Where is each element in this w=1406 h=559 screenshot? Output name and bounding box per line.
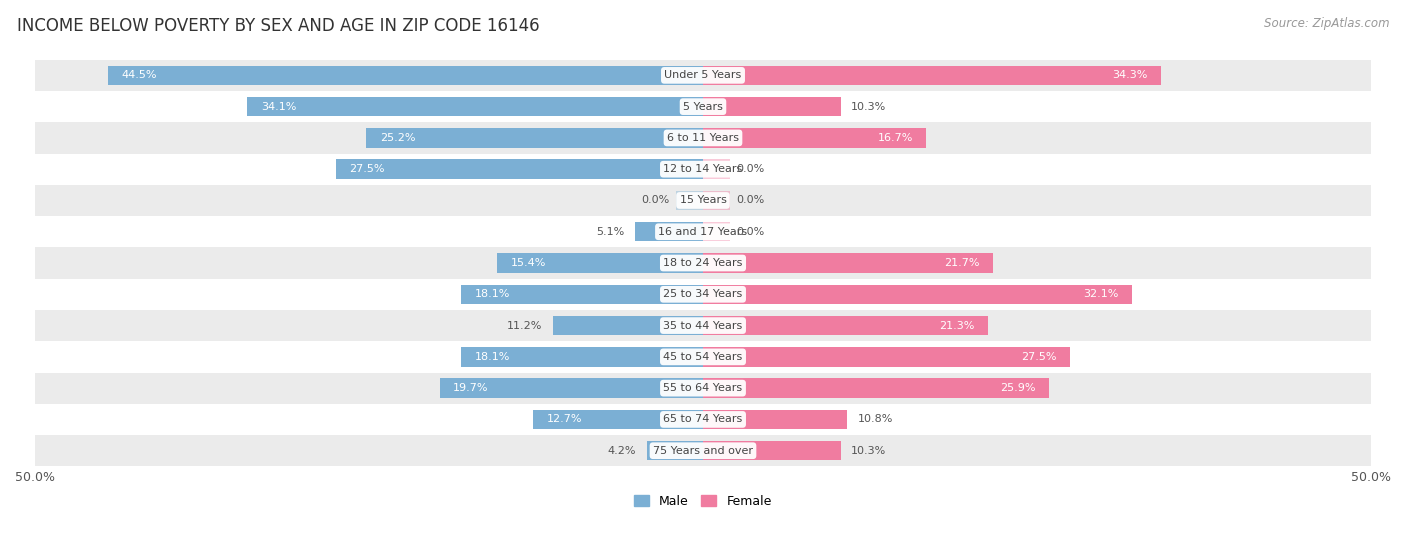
Text: 18.1%: 18.1% <box>475 290 510 299</box>
Text: 34.3%: 34.3% <box>1112 70 1147 80</box>
Bar <box>703 347 1070 367</box>
Text: 21.7%: 21.7% <box>943 258 980 268</box>
Bar <box>35 248 1371 279</box>
Bar <box>498 253 703 273</box>
Text: 15 Years: 15 Years <box>679 196 727 206</box>
Text: 55 to 64 Years: 55 to 64 Years <box>664 383 742 393</box>
Bar <box>703 441 841 461</box>
Bar <box>35 372 1371 404</box>
Bar <box>533 410 703 429</box>
Bar <box>35 60 1371 91</box>
Bar <box>676 191 703 210</box>
Bar <box>35 216 1371 248</box>
Bar <box>461 285 703 304</box>
Text: 10.8%: 10.8% <box>858 414 893 424</box>
Text: 12.7%: 12.7% <box>547 414 582 424</box>
Bar <box>703 65 1161 85</box>
Bar <box>703 253 993 273</box>
Bar <box>554 316 703 335</box>
Bar <box>35 279 1371 310</box>
Text: 44.5%: 44.5% <box>122 70 157 80</box>
Bar <box>247 97 703 116</box>
Text: 27.5%: 27.5% <box>1022 352 1057 362</box>
Bar <box>703 191 730 210</box>
Text: 0.0%: 0.0% <box>641 196 669 206</box>
Text: 16.7%: 16.7% <box>877 133 912 143</box>
Text: 65 to 74 Years: 65 to 74 Years <box>664 414 742 424</box>
Bar <box>35 310 1371 341</box>
Text: 15.4%: 15.4% <box>510 258 546 268</box>
Text: 19.7%: 19.7% <box>453 383 489 393</box>
Bar <box>703 97 841 116</box>
Text: 35 to 44 Years: 35 to 44 Years <box>664 321 742 330</box>
Bar <box>636 222 703 241</box>
Bar <box>703 222 730 241</box>
Text: 27.5%: 27.5% <box>349 164 384 174</box>
Bar <box>108 65 703 85</box>
Bar <box>461 347 703 367</box>
Text: 25.9%: 25.9% <box>1000 383 1036 393</box>
Bar <box>703 410 848 429</box>
Text: 16 and 17 Years: 16 and 17 Years <box>658 227 748 237</box>
Text: INCOME BELOW POVERTY BY SEX AND AGE IN ZIP CODE 16146: INCOME BELOW POVERTY BY SEX AND AGE IN Z… <box>17 17 540 35</box>
Bar <box>703 316 987 335</box>
Bar <box>703 128 927 148</box>
Bar <box>703 285 1132 304</box>
Bar <box>35 91 1371 122</box>
Text: 25 to 34 Years: 25 to 34 Years <box>664 290 742 299</box>
Text: 32.1%: 32.1% <box>1083 290 1119 299</box>
Text: 21.3%: 21.3% <box>939 321 974 330</box>
Bar <box>35 122 1371 154</box>
Text: 75 Years and over: 75 Years and over <box>652 446 754 456</box>
Text: 10.3%: 10.3% <box>851 102 887 112</box>
Bar <box>703 159 730 179</box>
Text: 6 to 11 Years: 6 to 11 Years <box>666 133 740 143</box>
Bar <box>35 435 1371 466</box>
Text: 25.2%: 25.2% <box>380 133 415 143</box>
Text: 0.0%: 0.0% <box>737 196 765 206</box>
Text: 5 Years: 5 Years <box>683 102 723 112</box>
Text: 0.0%: 0.0% <box>737 227 765 237</box>
Text: Source: ZipAtlas.com: Source: ZipAtlas.com <box>1264 17 1389 30</box>
Bar <box>35 404 1371 435</box>
Text: 10.3%: 10.3% <box>851 446 887 456</box>
Text: 18.1%: 18.1% <box>475 352 510 362</box>
Bar <box>35 341 1371 372</box>
Text: 5.1%: 5.1% <box>596 227 624 237</box>
Bar <box>336 159 703 179</box>
Text: 34.1%: 34.1% <box>260 102 297 112</box>
Text: 0.0%: 0.0% <box>737 164 765 174</box>
Text: 11.2%: 11.2% <box>508 321 543 330</box>
Bar <box>647 441 703 461</box>
Bar <box>35 185 1371 216</box>
Text: Under 5 Years: Under 5 Years <box>665 70 741 80</box>
Legend: Male, Female: Male, Female <box>630 490 776 513</box>
Bar <box>367 128 703 148</box>
Text: 18 to 24 Years: 18 to 24 Years <box>664 258 742 268</box>
Bar <box>703 378 1049 398</box>
Text: 45 to 54 Years: 45 to 54 Years <box>664 352 742 362</box>
Bar <box>35 154 1371 185</box>
Text: 4.2%: 4.2% <box>607 446 636 456</box>
Text: 12 to 14 Years: 12 to 14 Years <box>664 164 742 174</box>
Bar <box>440 378 703 398</box>
